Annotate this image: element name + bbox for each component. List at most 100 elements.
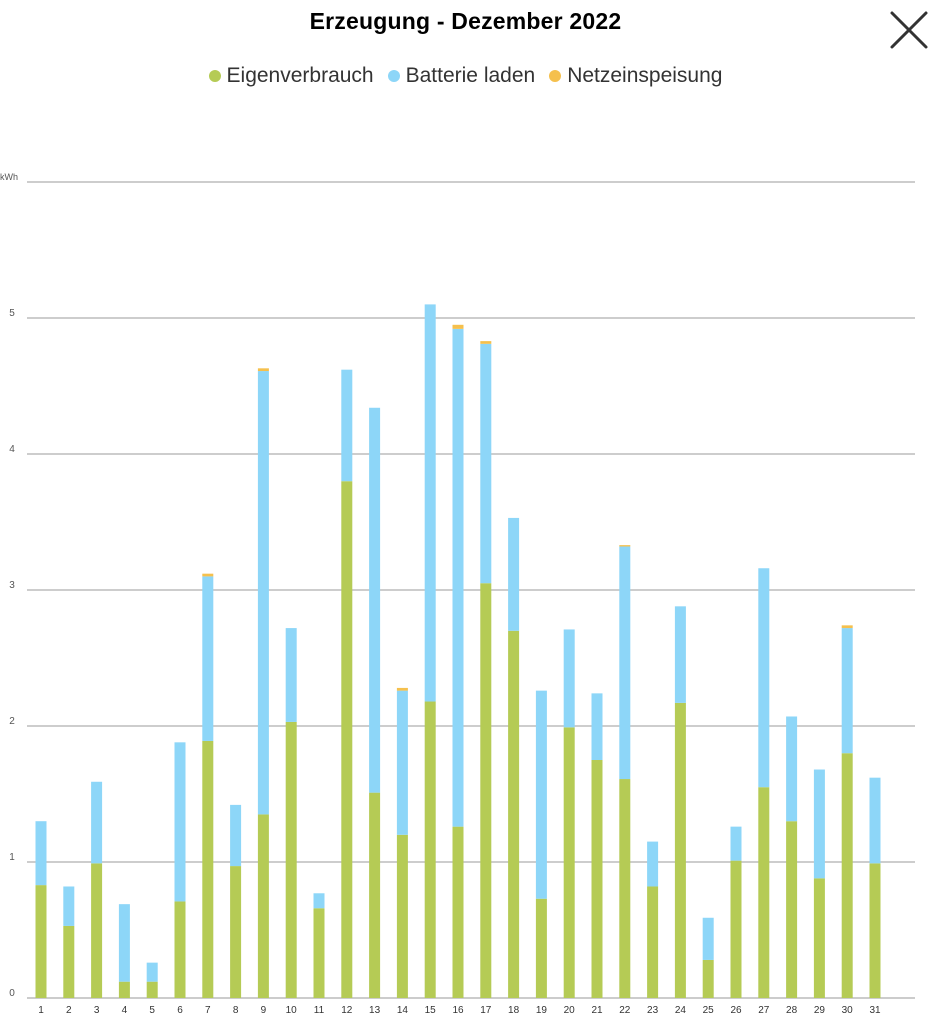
legend-label-eigenverbrauch: Eigenverbrauch — [226, 64, 374, 87]
bar-batterie-laden-29[interactable] — [813, 769, 825, 879]
bar-eigenverbrauch-3[interactable] — [91, 863, 103, 998]
y-tick-label: 4 — [9, 444, 15, 455]
x-tick-label: 19 — [536, 1005, 548, 1016]
bar-eigenverbrauch-16[interactable] — [452, 826, 464, 998]
bar-batterie-laden-12[interactable] — [341, 369, 353, 482]
y-tick-label: 2 — [9, 716, 15, 727]
y-tick-label: 0 — [9, 988, 15, 999]
legend-item-netzeinspeisung[interactable]: Netzeinspeisung — [549, 64, 722, 88]
bar-batterie-laden-1[interactable] — [35, 821, 47, 886]
x-tick-label: 17 — [480, 1005, 492, 1016]
bar-netzeinspeisung-7[interactable] — [202, 573, 214, 577]
x-tick-label: 23 — [647, 1005, 659, 1016]
x-tick-label: 11 — [314, 1005, 325, 1016]
bar-eigenverbrauch-14[interactable] — [396, 834, 408, 998]
legend-item-eigenverbrauch[interactable]: Eigenverbrauch — [208, 64, 374, 88]
y-tick-label: 5 — [9, 308, 15, 319]
bar-batterie-laden-18[interactable] — [508, 517, 520, 631]
bar-netzeinspeisung-14[interactable] — [396, 687, 408, 691]
x-tick-label: 29 — [814, 1005, 826, 1016]
bar-eigenverbrauch-7[interactable] — [202, 740, 214, 998]
bar-eigenverbrauch-9[interactable] — [257, 814, 269, 998]
bar-batterie-laden-6[interactable] — [174, 742, 186, 902]
bar-eigenverbrauch-15[interactable] — [424, 701, 436, 998]
bar-netzeinspeisung-17[interactable] — [480, 341, 492, 344]
bar-eigenverbrauch-11[interactable] — [313, 908, 325, 998]
x-tick-label: 6 — [177, 1005, 183, 1016]
chart-grid — [27, 181, 915, 999]
bar-netzeinspeisung-16[interactable] — [452, 324, 464, 329]
bar-eigenverbrauch-30[interactable] — [841, 753, 853, 998]
legend-item-batterie-laden[interactable]: Batterie laden — [387, 64, 535, 88]
x-tick-label: 26 — [730, 1005, 742, 1016]
bar-eigenverbrauch-22[interactable] — [619, 779, 631, 998]
bar-batterie-laden-22[interactable] — [619, 546, 631, 780]
bar-batterie-laden-31[interactable] — [869, 777, 881, 864]
bar-netzeinspeisung-9[interactable] — [257, 368, 269, 372]
bar-eigenverbrauch-2[interactable] — [63, 925, 75, 998]
bar-batterie-laden-8[interactable] — [230, 804, 242, 867]
bar-eigenverbrauch-5[interactable] — [146, 981, 158, 998]
close-icon[interactable] — [887, 8, 931, 52]
x-tick-label: 15 — [425, 1005, 437, 1016]
bar-batterie-laden-7[interactable] — [202, 576, 214, 741]
bar-batterie-laden-15[interactable] — [424, 304, 436, 702]
x-tick-label: 21 — [591, 1005, 603, 1016]
bar-eigenverbrauch-26[interactable] — [730, 860, 742, 998]
bar-batterie-laden-5[interactable] — [146, 962, 158, 982]
bar-eigenverbrauch-10[interactable] — [285, 721, 297, 998]
bar-batterie-laden-21[interactable] — [591, 693, 603, 760]
bar-eigenverbrauch-28[interactable] — [786, 821, 798, 998]
bar-batterie-laden-30[interactable] — [841, 628, 853, 754]
x-tick-label: 27 — [758, 1005, 770, 1016]
y-axis-unit-label: kWh — [0, 172, 18, 182]
bar-eigenverbrauch-25[interactable] — [702, 959, 714, 998]
bar-eigenverbrauch-12[interactable] — [341, 481, 353, 998]
bar-eigenverbrauch-27[interactable] — [758, 787, 770, 998]
bar-eigenverbrauch-24[interactable] — [674, 702, 686, 998]
bar-batterie-laden-19[interactable] — [535, 690, 547, 899]
legend-dot-batterie-laden — [387, 70, 400, 82]
bar-eigenverbrauch-20[interactable] — [563, 727, 575, 998]
bar-netzeinspeisung-22[interactable] — [619, 545, 631, 547]
bar-batterie-laden-28[interactable] — [786, 716, 798, 822]
bar-batterie-laden-16[interactable] — [452, 328, 464, 827]
x-tick-label: 13 — [369, 1005, 381, 1016]
bar-batterie-laden-17[interactable] — [480, 343, 492, 584]
bar-eigenverbrauch-4[interactable] — [118, 981, 130, 998]
bar-batterie-laden-23[interactable] — [647, 841, 659, 887]
chart-legend: Eigenverbrauch Batterie laden Netzeinspe… — [0, 64, 931, 88]
bar-eigenverbrauch-17[interactable] — [480, 583, 492, 998]
bar-batterie-laden-3[interactable] — [91, 781, 103, 864]
x-tick-label: 24 — [675, 1005, 687, 1016]
bar-eigenverbrauch-8[interactable] — [230, 866, 242, 998]
bar-eigenverbrauch-1[interactable] — [35, 885, 47, 998]
bar-netzeinspeisung-30[interactable] — [841, 625, 853, 629]
bar-batterie-laden-10[interactable] — [285, 628, 297, 722]
bar-batterie-laden-13[interactable] — [369, 407, 381, 793]
legend-label-netzeinspeisung: Netzeinspeisung — [567, 64, 723, 87]
bar-eigenverbrauch-23[interactable] — [647, 886, 659, 998]
bar-eigenverbrauch-31[interactable] — [869, 863, 881, 998]
bar-batterie-laden-25[interactable] — [702, 917, 714, 960]
bar-eigenverbrauch-18[interactable] — [508, 630, 520, 998]
bar-batterie-laden-27[interactable] — [758, 568, 770, 788]
chart-bars — [35, 304, 881, 998]
bar-batterie-laden-20[interactable] — [563, 629, 575, 728]
bar-batterie-laden-4[interactable] — [118, 904, 130, 982]
bar-batterie-laden-2[interactable] — [63, 886, 75, 926]
bar-eigenverbrauch-6[interactable] — [174, 901, 186, 998]
bar-batterie-laden-26[interactable] — [730, 826, 742, 861]
bar-eigenverbrauch-19[interactable] — [535, 898, 547, 998]
bar-batterie-laden-14[interactable] — [396, 690, 408, 835]
x-tick-label: 30 — [842, 1005, 854, 1016]
x-tick-label: 18 — [508, 1005, 520, 1016]
bar-eigenverbrauch-13[interactable] — [369, 792, 381, 998]
bar-eigenverbrauch-21[interactable] — [591, 760, 603, 998]
bar-batterie-laden-9[interactable] — [257, 371, 269, 815]
bar-eigenverbrauch-29[interactable] — [813, 878, 825, 998]
x-tick-label: 2 — [66, 1005, 72, 1016]
bar-batterie-laden-11[interactable] — [313, 893, 325, 909]
bar-batterie-laden-24[interactable] — [674, 606, 686, 703]
